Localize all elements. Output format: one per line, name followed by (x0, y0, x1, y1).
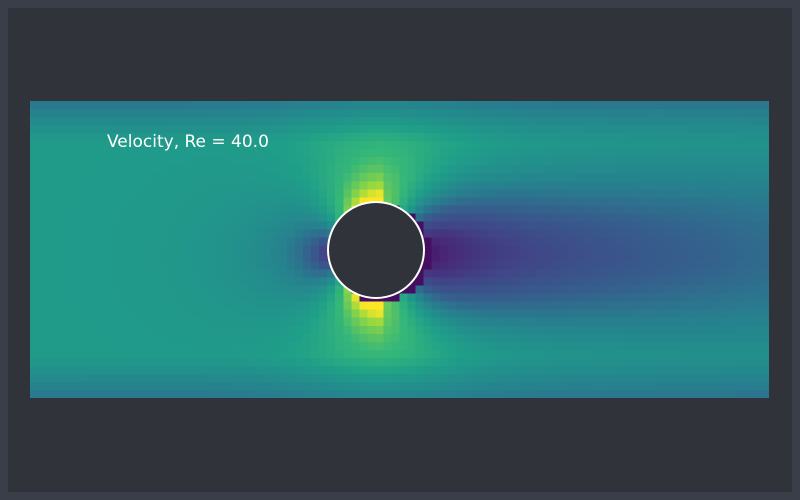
cylinder-obstacle (327, 201, 425, 299)
obstacle-overlay (327, 201, 425, 299)
velocity-label: Velocity, Re = 40.0 (107, 132, 269, 152)
